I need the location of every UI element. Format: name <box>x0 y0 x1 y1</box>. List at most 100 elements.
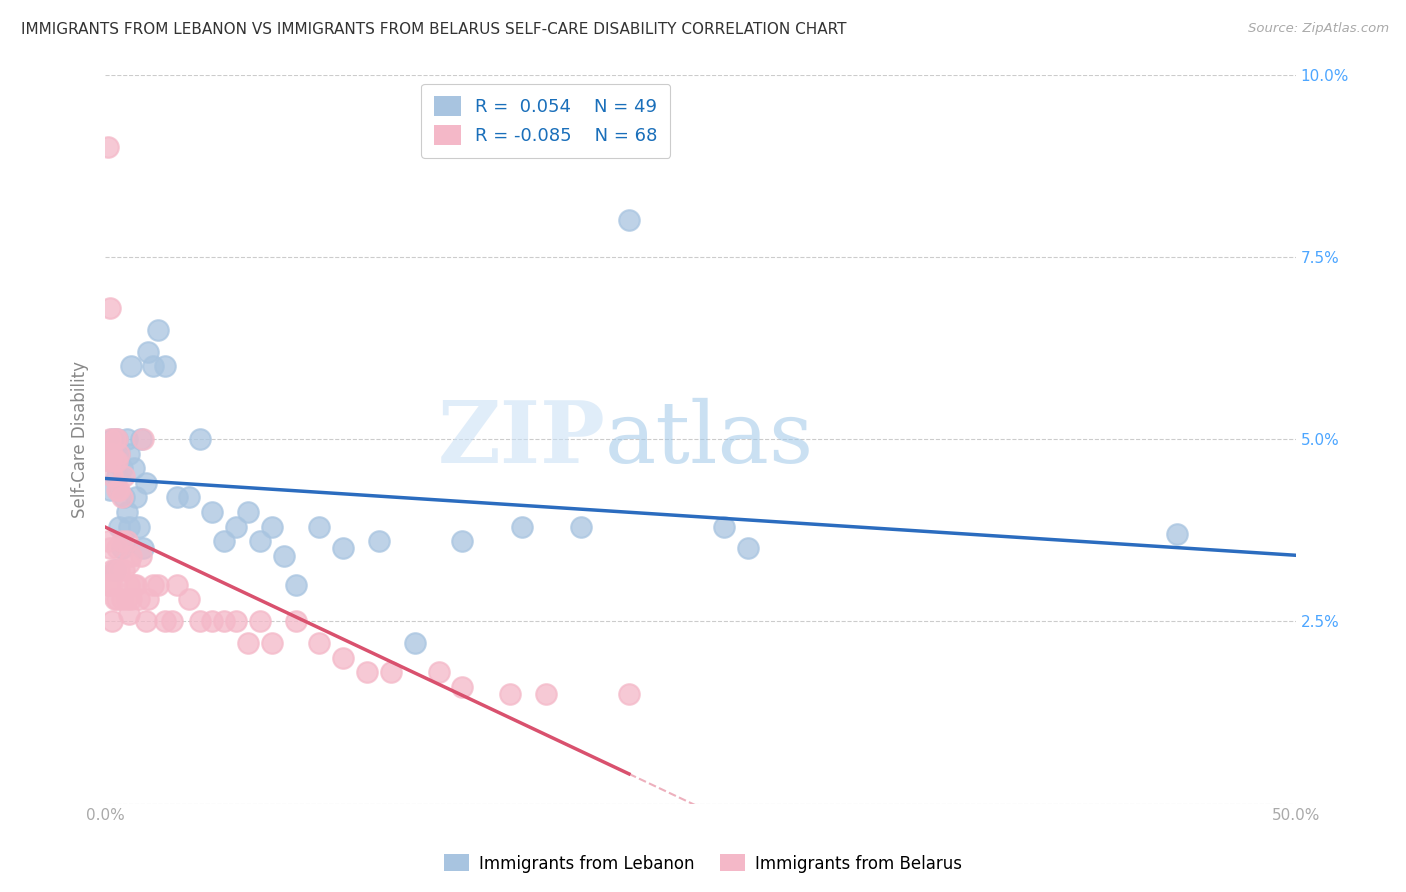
Point <box>115 592 138 607</box>
Point <box>108 483 131 497</box>
Point <box>97 140 120 154</box>
Point <box>98 483 121 497</box>
Point <box>120 592 142 607</box>
Point <box>153 359 176 373</box>
Point <box>104 432 127 446</box>
Point <box>308 519 330 533</box>
Point <box>201 505 224 519</box>
Point <box>236 636 259 650</box>
Point <box>98 578 121 592</box>
Point <box>142 578 165 592</box>
Point <box>177 592 200 607</box>
Text: Source: ZipAtlas.com: Source: ZipAtlas.com <box>1249 22 1389 36</box>
Point <box>104 447 127 461</box>
Point <box>111 534 134 549</box>
Point <box>284 615 307 629</box>
Point <box>104 592 127 607</box>
Point <box>212 615 235 629</box>
Point <box>129 549 152 563</box>
Point <box>108 447 131 461</box>
Point <box>135 475 157 490</box>
Point <box>105 541 128 556</box>
Point <box>153 615 176 629</box>
Point <box>128 519 150 533</box>
Point <box>380 665 402 680</box>
Point <box>122 578 145 592</box>
Point <box>225 519 247 533</box>
Point <box>146 578 169 592</box>
Point <box>146 323 169 337</box>
Point <box>105 432 128 446</box>
Point <box>368 534 391 549</box>
Point <box>97 447 120 461</box>
Point <box>115 534 138 549</box>
Text: atlas: atlas <box>605 398 814 481</box>
Point <box>104 454 127 468</box>
Point <box>118 607 141 621</box>
Point <box>166 491 188 505</box>
Point <box>142 359 165 373</box>
Point <box>101 432 124 446</box>
Point <box>125 491 148 505</box>
Point <box>101 615 124 629</box>
Point <box>98 541 121 556</box>
Point <box>737 541 759 556</box>
Point <box>104 563 127 577</box>
Point <box>129 432 152 446</box>
Point <box>510 519 533 533</box>
Point <box>212 534 235 549</box>
Point <box>356 665 378 680</box>
Point <box>451 534 474 549</box>
Point <box>98 432 121 446</box>
Point <box>101 563 124 577</box>
Point <box>122 461 145 475</box>
Point <box>201 615 224 629</box>
Point <box>427 665 450 680</box>
Point <box>108 447 131 461</box>
Point <box>98 454 121 468</box>
Point <box>118 578 141 592</box>
Point <box>260 636 283 650</box>
Point <box>108 519 131 533</box>
Point <box>569 519 592 533</box>
Point <box>534 687 557 701</box>
Point <box>105 468 128 483</box>
Point <box>105 483 128 497</box>
Point <box>332 541 354 556</box>
Point <box>111 491 134 505</box>
Point <box>105 432 128 446</box>
Point <box>112 563 135 577</box>
Point <box>118 447 141 461</box>
Text: ZIP: ZIP <box>437 397 605 481</box>
Point <box>118 519 141 533</box>
Point <box>273 549 295 563</box>
Point <box>120 549 142 563</box>
Point <box>111 592 134 607</box>
Point <box>249 615 271 629</box>
Point <box>617 213 640 227</box>
Point <box>136 344 159 359</box>
Point <box>132 432 155 446</box>
Point <box>404 636 426 650</box>
Point <box>332 650 354 665</box>
Point <box>132 541 155 556</box>
Point <box>713 519 735 533</box>
Point <box>166 578 188 592</box>
Point <box>249 534 271 549</box>
Text: IMMIGRANTS FROM LEBANON VS IMMIGRANTS FROM BELARUS SELF-CARE DISABILITY CORRELAT: IMMIGRANTS FROM LEBANON VS IMMIGRANTS FR… <box>21 22 846 37</box>
Point <box>118 556 141 570</box>
Point <box>120 359 142 373</box>
Point <box>115 505 138 519</box>
Point <box>225 615 247 629</box>
Point <box>236 505 259 519</box>
Point <box>125 578 148 592</box>
Legend: Immigrants from Lebanon, Immigrants from Belarus: Immigrants from Lebanon, Immigrants from… <box>437 847 969 880</box>
Point <box>101 578 124 592</box>
Point <box>115 432 138 446</box>
Point <box>617 687 640 701</box>
Point <box>97 534 120 549</box>
Legend: R =  0.054    N = 49, R = -0.085    N = 68: R = 0.054 N = 49, R = -0.085 N = 68 <box>420 84 671 158</box>
Point <box>105 592 128 607</box>
Point <box>284 578 307 592</box>
Point <box>499 687 522 701</box>
